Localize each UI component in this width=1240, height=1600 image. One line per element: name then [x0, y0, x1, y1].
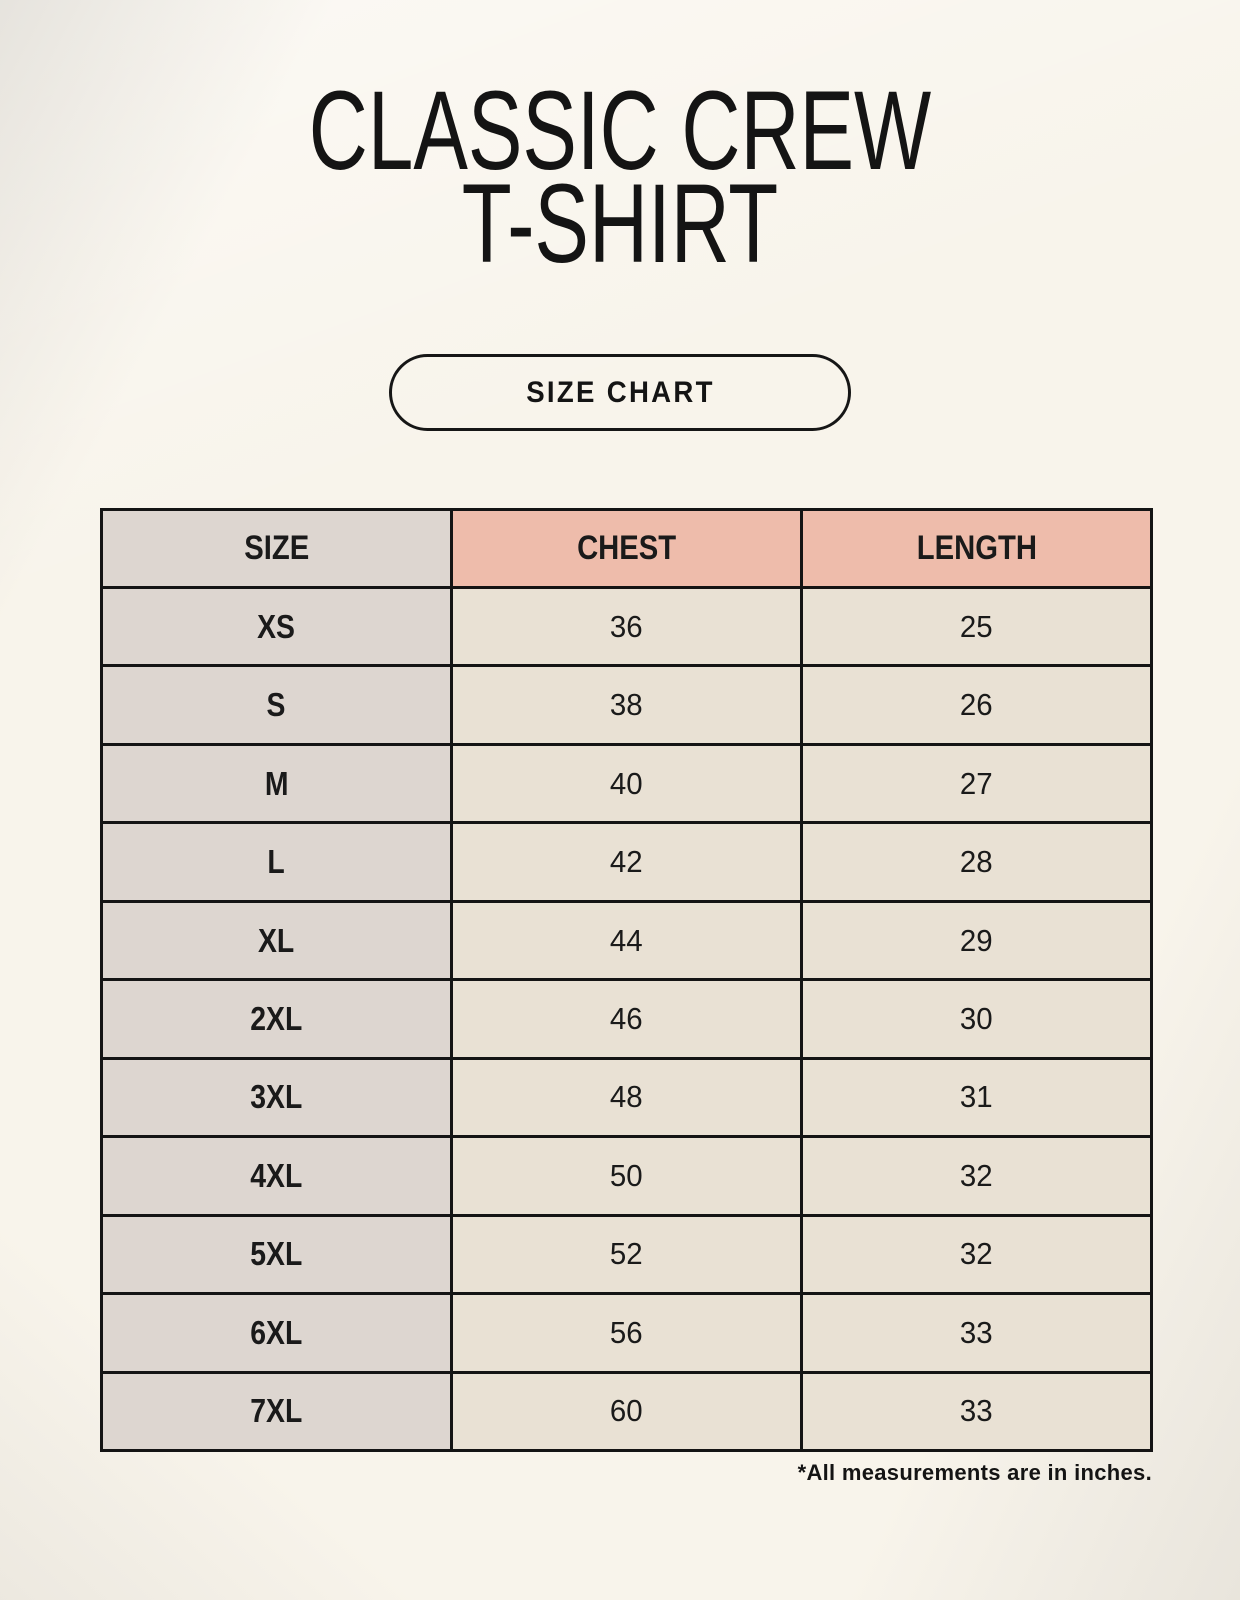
size-cell: 7XL: [100, 1370, 453, 1453]
size-label: L: [267, 843, 286, 881]
chest-value: 36: [610, 608, 643, 644]
table-row: L 42 28: [100, 821, 1153, 903]
length-value: 33: [960, 1314, 993, 1350]
chest-cell: 46: [450, 978, 803, 1060]
size-label: XL: [258, 921, 295, 959]
length-value: 25: [960, 608, 993, 644]
chest-value: 38: [610, 687, 643, 723]
chest-value: 46: [610, 1000, 643, 1036]
chest-value: 56: [610, 1314, 643, 1350]
table-row: XS 36 25: [100, 585, 1153, 668]
size-label: XS: [257, 607, 296, 645]
size-label: 3XL: [250, 1078, 303, 1116]
column-header-chest-label: CHEST: [576, 529, 677, 567]
length-cell: 33: [800, 1370, 1153, 1453]
size-label: 5XL: [250, 1235, 303, 1273]
length-cell: 25: [800, 585, 1153, 668]
page-title-line-1: CLASSIC CREW: [308, 68, 932, 193]
size-table-body: XS 36 25 S 38 26 M 40 27 L: [100, 585, 1153, 1453]
size-cell: 3XL: [100, 1056, 453, 1139]
length-value: 31: [960, 1079, 993, 1115]
column-header-size: SIZE: [100, 508, 453, 589]
length-cell: 32: [800, 1213, 1153, 1296]
table-row: M 40 27: [100, 742, 1153, 825]
size-label: 6XL: [250, 1313, 303, 1351]
size-label: 4XL: [250, 1156, 303, 1194]
size-cell: 6XL: [100, 1292, 453, 1374]
measurements-footnote: *All measurements are in inches.: [797, 1460, 1152, 1485]
length-cell: 30: [800, 978, 1153, 1060]
length-value: 27: [960, 765, 993, 801]
length-cell: 27: [800, 742, 1153, 825]
length-cell: 33: [800, 1292, 1153, 1374]
length-value: 30: [960, 1000, 993, 1036]
chest-value: 60: [610, 1393, 643, 1429]
chest-cell: 38: [450, 664, 803, 746]
chest-value: 44: [610, 922, 643, 958]
chest-value: 50: [610, 1157, 643, 1193]
length-value: 28: [960, 844, 993, 880]
chest-value: 48: [610, 1079, 643, 1115]
column-header-size-label: SIZE: [243, 529, 309, 567]
chest-cell: 50: [450, 1135, 803, 1217]
size-chart-button-label: SIZE CHART: [525, 375, 715, 409]
length-value: 32: [960, 1157, 993, 1193]
size-cell: L: [100, 821, 453, 903]
chest-cell: 44: [450, 899, 803, 982]
length-cell: 32: [800, 1135, 1153, 1217]
table-row: 5XL 52 32: [100, 1213, 1153, 1296]
length-value: 29: [960, 922, 993, 958]
table-header-row: SIZE CHEST LENGTH: [100, 508, 1153, 589]
table-row: XL 44 29: [100, 899, 1153, 982]
length-value: 26: [960, 687, 993, 723]
column-header-chest: CHEST: [450, 508, 803, 589]
chest-cell: 40: [450, 742, 803, 825]
page-title-line-2: T-SHIRT: [461, 161, 779, 286]
size-cell: XL: [100, 899, 453, 982]
length-cell: 31: [800, 1056, 1153, 1139]
length-cell: 29: [800, 899, 1153, 982]
chest-cell: 48: [450, 1056, 803, 1139]
size-cell: 5XL: [100, 1213, 453, 1296]
size-table: SIZE CHEST LENGTH XS 36 25 S 38: [100, 508, 1153, 1453]
chest-cell: 36: [450, 585, 803, 668]
chest-value: 52: [610, 1236, 643, 1272]
length-cell: 26: [800, 664, 1153, 746]
page-title: CLASSIC CREW T-SHIRT: [0, 68, 1240, 286]
table-row: 3XL 48 31: [100, 1056, 1153, 1139]
size-label: 2XL: [250, 999, 303, 1037]
table-row: 7XL 60 33: [100, 1370, 1153, 1453]
length-value: 32: [960, 1236, 993, 1272]
size-cell: 2XL: [100, 978, 453, 1060]
size-cell: 4XL: [100, 1135, 453, 1217]
size-label: S: [267, 686, 286, 724]
table-row: 4XL 50 32: [100, 1135, 1153, 1217]
length-cell: 28: [800, 821, 1153, 903]
column-header-length-label: LENGTH: [916, 529, 1037, 567]
size-cell: XS: [100, 585, 453, 668]
chest-cell: 56: [450, 1292, 803, 1374]
length-value: 33: [960, 1393, 993, 1429]
chest-value: 40: [610, 765, 643, 801]
chest-cell: 60: [450, 1370, 803, 1453]
size-cell: M: [100, 742, 453, 825]
chest-cell: 52: [450, 1213, 803, 1296]
size-chart-button[interactable]: SIZE CHART: [389, 354, 851, 431]
size-label: 7XL: [250, 1392, 303, 1430]
chest-value: 42: [610, 844, 643, 880]
table-row: S 38 26: [100, 664, 1153, 746]
column-header-length: LENGTH: [800, 508, 1153, 589]
chest-cell: 42: [450, 821, 803, 903]
table-row: 2XL 46 30: [100, 978, 1153, 1060]
table-row: 6XL 56 33: [100, 1292, 1153, 1374]
size-cell: S: [100, 664, 453, 746]
size-label: M: [264, 764, 289, 802]
